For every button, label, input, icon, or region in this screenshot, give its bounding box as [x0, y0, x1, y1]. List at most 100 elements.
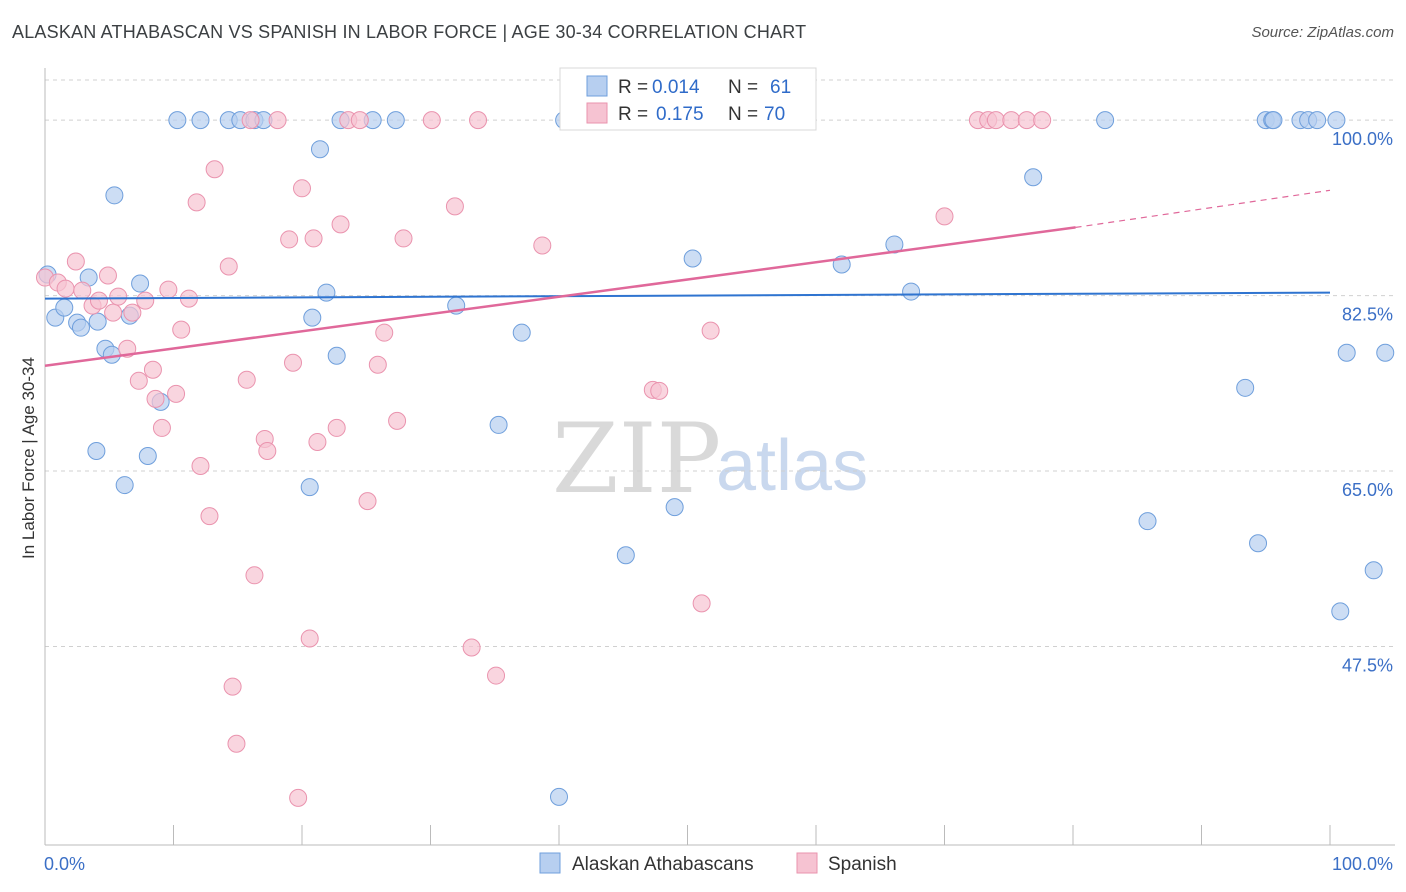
x-tick-label-end: 100.0% [1332, 854, 1393, 874]
athabascan-point-25 [317, 283, 336, 302]
legend-r-label-pink: R = [618, 104, 648, 125]
spanish-point-39 [304, 229, 323, 248]
spanish-point-7 [98, 266, 117, 285]
athabascan-point-37 [683, 249, 702, 268]
spanish-point-51 [445, 197, 464, 216]
athabascan-point-58 [1364, 561, 1383, 580]
athabascan-point-54 [1327, 111, 1346, 130]
trend-line-athabascan [44, 291, 1331, 300]
bottom-legend-swatch-blue [539, 852, 561, 874]
spanish-point-30 [245, 566, 264, 585]
watermark: ZIP atlas [552, 403, 868, 515]
athabascan-point-57 [1331, 602, 1350, 621]
athabascan-point-2 [55, 298, 74, 317]
spanish-point-50 [422, 111, 441, 130]
trend-line-spanish [44, 226, 1076, 368]
athabascan-point-32 [512, 323, 531, 342]
spanish-point-68 [1017, 111, 1036, 130]
spanish-point-55 [533, 236, 552, 255]
athabascan-point-44 [1096, 111, 1115, 130]
spanish-point-61 [701, 321, 720, 340]
athabascan-point-53 [1308, 111, 1327, 130]
spanish-point-28 [237, 370, 256, 389]
spanish-point-66 [986, 111, 1005, 130]
athabascan-point-4 [71, 318, 90, 337]
athabascan-point-26 [327, 346, 346, 365]
athabascan-point-6 [88, 312, 107, 331]
spanish-point-6 [89, 291, 108, 310]
spanish-point-21 [187, 193, 206, 212]
legend-r-value-blue: 0.014 [652, 77, 700, 98]
athabascan-point-24 [310, 140, 329, 159]
spanish-point-59 [650, 381, 669, 400]
spanish-point-41 [327, 418, 346, 437]
spanish-point-26 [223, 677, 242, 696]
watermark-zip: ZIP [552, 403, 721, 515]
tick-labels: 100.0% 82.5% 65.0% 47.5% 0.0% 100.0% [44, 129, 1393, 874]
legend-n-label-pink: N = [728, 104, 758, 125]
athabascan-point-46 [1236, 378, 1255, 397]
athabascan-point-16 [168, 111, 187, 130]
spanish-point-8 [104, 303, 123, 322]
athabascan-point-15 [115, 476, 134, 495]
correlation-legend: R = 0.014 N = 61 R = 0.175 N = 70 [559, 67, 817, 131]
spanish-point-19 [172, 320, 191, 339]
spanish-point-53 [462, 638, 481, 657]
spanish-point-15 [146, 389, 165, 408]
spanish-point-54 [487, 666, 506, 685]
y-tick-label-1: 82.5% [1342, 305, 1393, 325]
legend-swatch-pink [586, 102, 608, 124]
spanish-point-45 [358, 492, 377, 511]
spanish-point-63 [935, 207, 954, 226]
bottom-legend-label-pink: Spanish [828, 854, 897, 875]
legend-r-value-pink: 0.175 [656, 104, 704, 125]
spanish-point-22 [191, 457, 210, 476]
y-tick-label-3: 47.5% [1342, 655, 1393, 675]
bottom-legend-swatch-pink [796, 852, 818, 874]
spanish-point-3 [66, 252, 85, 271]
trend-lines [44, 189, 1331, 368]
chart-source: Source: ZipAtlas.com [1251, 24, 1394, 41]
athabascan-point-45 [1138, 512, 1157, 531]
athabascan-point-50 [1264, 111, 1283, 130]
athabascan-point-47 [1249, 534, 1268, 553]
trend-line-spanish-extension [1075, 189, 1331, 228]
spanish-point-12 [129, 371, 148, 390]
spanish-point-29 [241, 111, 260, 130]
spanish-point-4 [73, 281, 92, 300]
athabascan-point-9 [105, 186, 124, 205]
legend-n-value-blue: 61 [770, 77, 791, 98]
spanish-point-25 [219, 257, 238, 276]
series-spanish [36, 111, 1052, 807]
axes [44, 68, 1395, 846]
y-tick-label-0: 100.0% [1332, 129, 1393, 149]
spanish-point-27 [227, 734, 246, 753]
athabascan-point-43 [1024, 168, 1043, 187]
athabascan-point-56 [1376, 343, 1395, 362]
series-legend: Alaskan Athabascans Spanish [539, 852, 897, 875]
spanish-point-49 [394, 229, 413, 248]
spanish-point-40 [308, 432, 327, 451]
spanish-point-60 [692, 594, 711, 613]
bottom-legend-label-blue: Alaskan Athabascans [572, 854, 754, 875]
legend-n-value-pink: 70 [764, 104, 785, 125]
athabascan-point-29 [386, 111, 405, 130]
spanish-point-23 [200, 507, 219, 526]
spanish-point-32 [258, 441, 277, 460]
x-tick-label-start: 0.0% [44, 854, 85, 874]
spanish-point-69 [1033, 111, 1052, 130]
athabascan-point-12 [138, 446, 157, 465]
athabascan-point-17 [191, 111, 210, 130]
athabascan-point-14 [87, 441, 106, 460]
spanish-point-24 [205, 160, 224, 179]
athabascan-point-55 [1337, 343, 1356, 362]
spanish-point-11 [123, 303, 142, 322]
spanish-point-18 [167, 384, 186, 403]
chart-title: ALASKAN ATHABASCAN VS SPANISH IN LABOR F… [12, 22, 807, 42]
y-axis-label: In Labor Force | Age 30-34 [19, 357, 38, 559]
spanish-point-34 [280, 230, 299, 249]
spanish-point-14 [143, 360, 162, 379]
spanish-point-44 [350, 111, 369, 130]
grid [45, 79, 1395, 647]
